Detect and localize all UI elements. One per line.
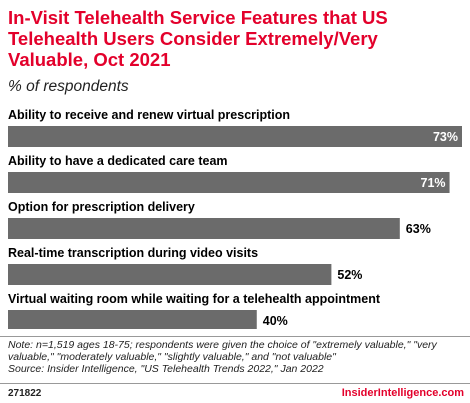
- chart-id: 271822: [8, 388, 42, 399]
- bar: [8, 264, 332, 285]
- category-label: Option for prescription delivery: [8, 200, 195, 214]
- chart-title: In-Visit Telehealth Service Features tha…: [8, 7, 388, 70]
- chart-note: Note: n=1,519 ages 18-75; respondents we…: [8, 339, 437, 363]
- category-label: Real-time transcription during video vis…: [8, 246, 258, 260]
- category-label: Ability to have a dedicated care team: [8, 154, 228, 168]
- footer-divider-bottom: [0, 383, 470, 384]
- category-label: Virtual waiting room while waiting for a…: [8, 292, 381, 306]
- footer-divider-top: [0, 336, 470, 337]
- bar-chart: Ability to receive and renew virtual pre…: [8, 108, 462, 329]
- value-label: 71%: [421, 176, 446, 190]
- bar: [8, 126, 462, 147]
- brand-logo: InsiderIntelligence.com: [341, 387, 464, 399]
- category-label: Ability to receive and renew virtual pre…: [8, 108, 290, 122]
- chart-source: Source: Insider Intelligence, "US Telehe…: [8, 363, 324, 375]
- bar: [8, 310, 257, 329]
- chart-subtitle: % of respondents: [8, 78, 129, 95]
- value-label: 73%: [433, 130, 458, 144]
- value-label: 63%: [406, 222, 431, 236]
- bar: [8, 172, 450, 193]
- value-label: 40%: [263, 314, 288, 328]
- value-label: 52%: [337, 268, 362, 282]
- chart-notes: Note: n=1,519 ages 18-75; respondents we…: [8, 339, 466, 375]
- bar: [8, 218, 400, 239]
